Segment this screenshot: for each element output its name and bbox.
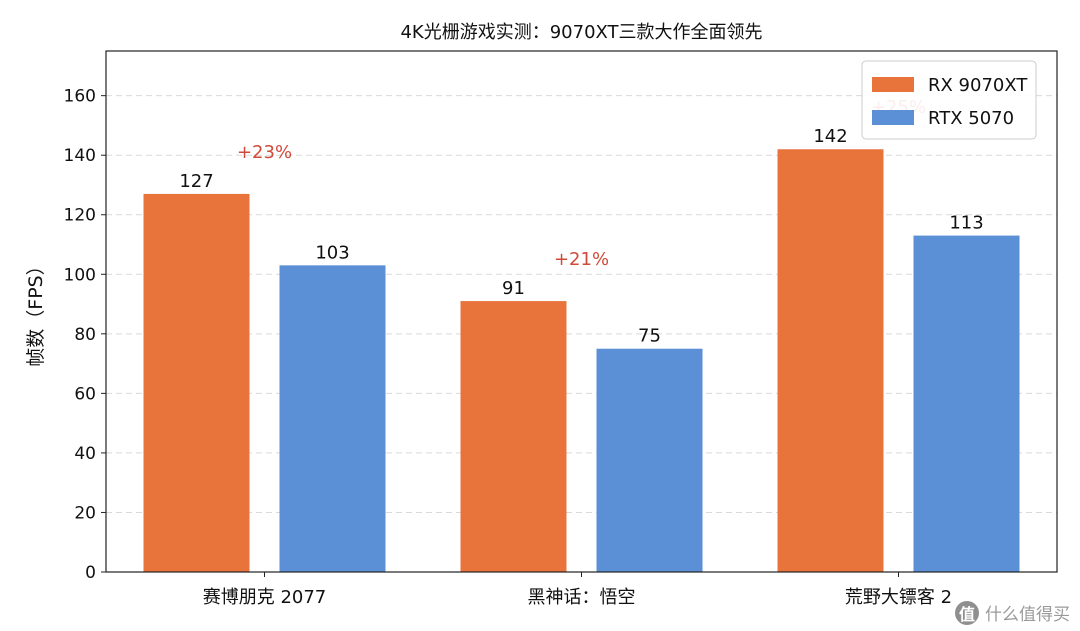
plot-frame	[105, 50, 1058, 573]
bar	[143, 193, 250, 572]
bar	[460, 301, 567, 572]
x-tick-label: 赛博朋克 2077	[203, 587, 327, 608]
bar-value-label: 142	[813, 126, 847, 147]
legend-label: RTX 5070	[928, 108, 1014, 129]
y-tick-label: 40	[74, 444, 96, 464]
legend-label: RX 9070XT	[928, 75, 1028, 96]
bar-value-label: 113	[949, 213, 983, 234]
y-tick-label: 160	[64, 87, 96, 107]
annotation: +21%	[554, 249, 609, 270]
bar	[596, 348, 703, 572]
bar-value-label: 127	[179, 171, 213, 192]
bar-value-label: 103	[315, 242, 349, 263]
y-tick-label: 140	[64, 146, 96, 166]
y-tick-label: 120	[64, 206, 96, 226]
y-tick-label: 80	[74, 325, 96, 345]
watermark: 值 什么值得买	[955, 600, 1070, 625]
y-tick-label: 100	[64, 265, 96, 285]
x-tick-label: 黑神话：悟空	[528, 587, 636, 608]
bar	[913, 235, 1020, 572]
bar-value-label: 91	[502, 278, 525, 299]
y-tick-label: 0	[85, 563, 96, 583]
bar	[777, 149, 884, 572]
legend-swatch	[872, 77, 914, 92]
x-tick-label: 荒野大镖客 2	[845, 587, 952, 608]
y-tick-label: 60	[74, 384, 96, 404]
y-tick-label: 20	[74, 503, 96, 523]
legend-swatch	[872, 110, 914, 125]
bar-value-label: 75	[638, 326, 661, 347]
bar	[279, 265, 386, 572]
y-axis-label: 帧数（FPS）	[25, 256, 47, 366]
chart-title: 4K光栅游戏实测：9070XT三款大作全面领先	[400, 22, 762, 43]
watermark-text: 什么值得买	[985, 605, 1070, 625]
zhide-logo-icon: 值	[955, 600, 979, 625]
annotation: +23%	[237, 142, 292, 163]
